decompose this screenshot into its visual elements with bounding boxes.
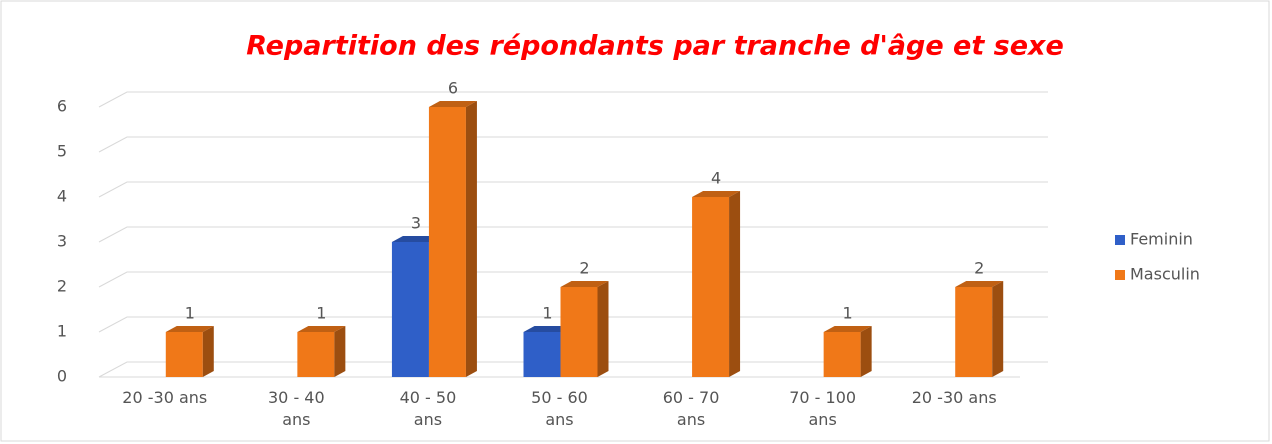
bar-top	[391, 236, 440, 242]
x-tick-box: 20 -30 ans	[122, 388, 208, 407]
bar	[955, 287, 993, 377]
bar-side	[992, 281, 1004, 377]
data-label: 1	[843, 304, 853, 323]
data-label: 3	[411, 214, 421, 233]
x-tick-label: 30 - 40 ans	[268, 388, 325, 429]
data-label: 1	[316, 304, 326, 323]
y-tick-label: 6	[57, 97, 67, 116]
x-tick-label: 60 - 70 ans	[662, 388, 720, 429]
bar-top	[955, 281, 1004, 287]
legend-swatch	[1115, 270, 1125, 280]
bar-side	[334, 326, 346, 377]
bar	[692, 197, 730, 377]
y-tick-label: 5	[57, 142, 67, 161]
bar-top	[428, 101, 477, 107]
bar	[297, 332, 335, 377]
legend-swatch	[1115, 235, 1125, 245]
bar-side	[202, 326, 214, 377]
bar-side	[729, 191, 741, 377]
bar	[428, 107, 466, 377]
bar-top	[297, 326, 346, 332]
bar-side	[860, 326, 872, 377]
x-tick-label: 40 - 50 ans	[399, 388, 457, 429]
bar-top	[823, 326, 872, 332]
x-tick-label: 20 -30 ans	[911, 388, 997, 407]
x-tick-label: 20 -30 ans	[122, 388, 208, 407]
y-tick-label: 2	[57, 277, 67, 296]
bar	[165, 332, 203, 377]
grid-line	[98, 316, 1048, 333]
data-label: 2	[974, 259, 984, 278]
x-tick-box: 50 - 60 ans	[531, 388, 588, 429]
bar-top	[165, 326, 214, 332]
x-tick-label: 70 - 100 ans	[789, 388, 857, 429]
legend-label: Feminin	[1130, 230, 1193, 249]
x-tick-box: 20 -30 ans	[911, 388, 997, 407]
bar	[391, 242, 429, 377]
bar	[523, 332, 561, 377]
data-label: 1	[185, 304, 195, 323]
grid-line	[98, 181, 1048, 198]
x-tick-box: 70 - 100 ans	[789, 388, 857, 429]
y-tick-label: 4	[57, 187, 67, 206]
bar	[823, 332, 861, 377]
y-tick-label: 3	[57, 232, 67, 251]
bar-side	[597, 281, 609, 377]
data-label: 6	[448, 79, 458, 98]
data-label: 1	[542, 304, 552, 323]
bar-side	[465, 101, 477, 377]
data-label: 2	[579, 259, 589, 278]
grid-line	[98, 226, 1048, 243]
bar	[560, 287, 598, 377]
y-tick-label: 0	[57, 367, 67, 386]
grid-line	[98, 361, 1048, 378]
grid-line	[98, 271, 1048, 288]
bar-top	[692, 191, 741, 197]
x-tick-box: 40 - 50 ans	[399, 388, 457, 429]
x-tick-box: 60 - 70 ans	[662, 388, 720, 429]
grid-line	[98, 91, 1048, 108]
legend-label: Masculin	[1130, 265, 1200, 284]
bar-top	[560, 281, 609, 287]
chart-title: Repartition des répondants par tranche d…	[246, 31, 1064, 62]
y-tick-label: 1	[57, 322, 67, 341]
x-tick-label: 50 - 60 ans	[531, 388, 588, 429]
grid-line	[98, 136, 1048, 153]
bar-top	[523, 326, 572, 332]
data-label: 4	[711, 169, 721, 188]
x-tick-box: 30 - 40 ans	[268, 388, 325, 429]
